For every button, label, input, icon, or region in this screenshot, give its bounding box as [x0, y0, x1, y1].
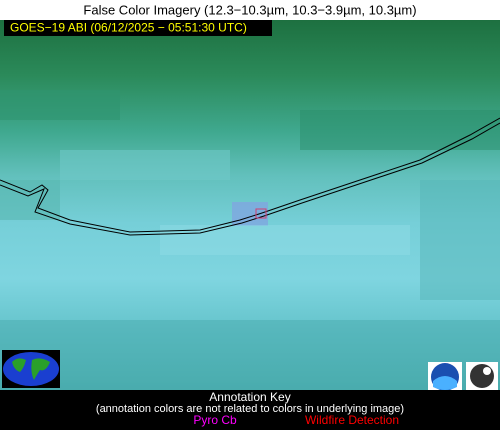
annotation-key-title: Annotation Key	[209, 390, 290, 404]
timestamp: GOES−19 ABI (06/12/2025 − 05:51:30 UTC)	[10, 21, 247, 35]
timestamp-box	[4, 20, 272, 36]
annotation-key-subtitle: (annotation colors are not related to co…	[96, 403, 404, 415]
annotation-key-bar	[0, 390, 500, 430]
title: False Color Imagery (12.3−10.3µm, 10.3−3…	[83, 2, 416, 17]
title-bar	[0, 0, 500, 20]
key-item: Wildfire Detection	[305, 413, 399, 427]
earth-logo	[2, 350, 60, 388]
noaa-logo	[428, 362, 462, 392]
satellite-image	[0, 20, 500, 390]
key-item: Pyro Cb	[193, 413, 237, 427]
cimss-logo	[466, 362, 498, 392]
